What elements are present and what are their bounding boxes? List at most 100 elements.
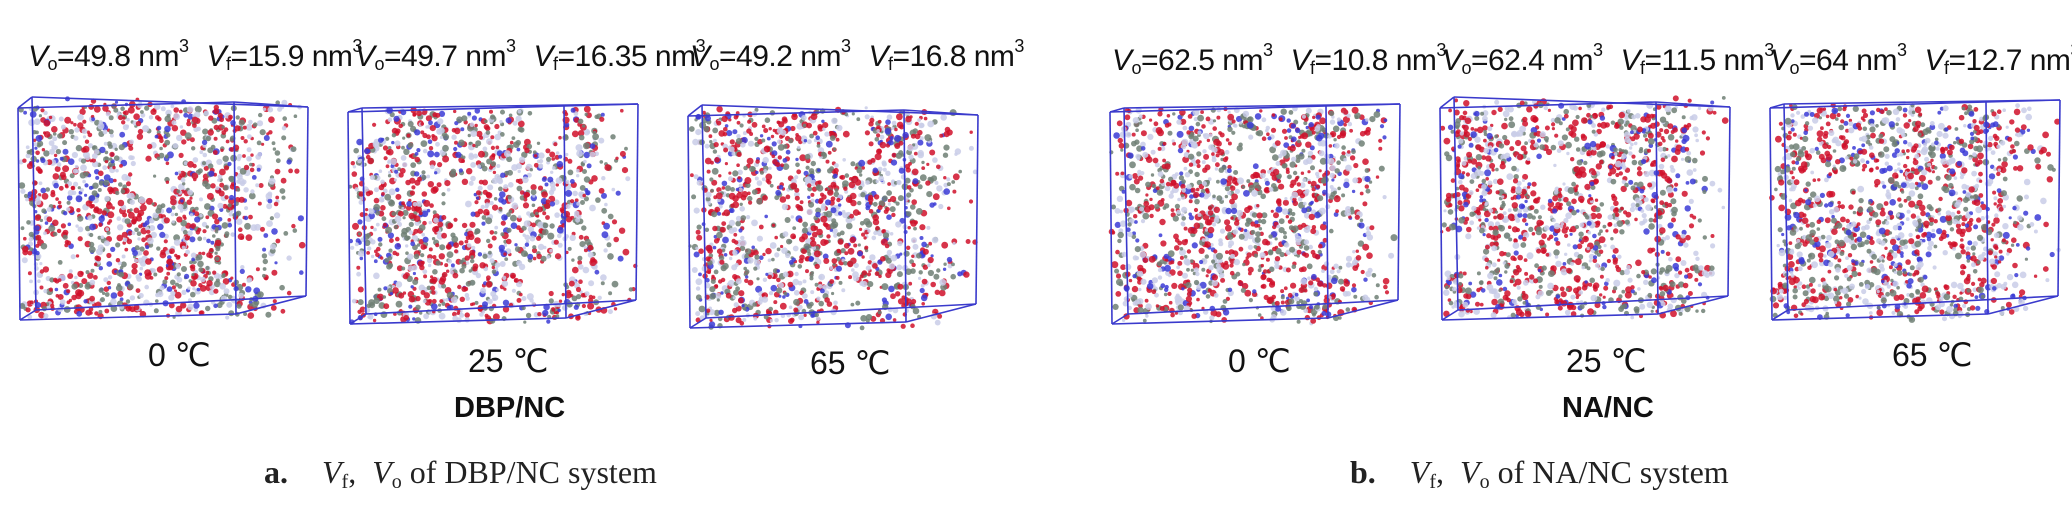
atom bbox=[248, 119, 253, 125]
atom bbox=[190, 280, 197, 287]
atom bbox=[802, 293, 808, 299]
atom bbox=[397, 210, 404, 217]
atom bbox=[128, 211, 135, 219]
atom bbox=[109, 157, 113, 161]
atom bbox=[776, 247, 781, 252]
atom bbox=[225, 139, 230, 144]
atom bbox=[263, 135, 270, 141]
atom bbox=[357, 250, 365, 257]
atom bbox=[129, 295, 136, 301]
atom bbox=[262, 247, 267, 252]
atom bbox=[811, 231, 818, 238]
atom bbox=[824, 297, 830, 303]
atom bbox=[206, 280, 213, 287]
atom bbox=[843, 242, 850, 249]
atom bbox=[202, 236, 207, 241]
box-edge bbox=[689, 321, 907, 329]
atom bbox=[809, 276, 814, 281]
atom bbox=[165, 133, 171, 138]
atom bbox=[356, 265, 361, 270]
atom bbox=[281, 125, 287, 131]
atom bbox=[273, 201, 279, 207]
atom bbox=[48, 140, 55, 146]
atom bbox=[832, 262, 836, 267]
atom bbox=[269, 243, 277, 250]
atom bbox=[176, 216, 183, 223]
atom bbox=[796, 169, 802, 175]
atom bbox=[589, 151, 596, 158]
atom bbox=[73, 181, 79, 187]
atom bbox=[43, 150, 50, 157]
atom bbox=[829, 266, 834, 270]
atom bbox=[842, 212, 849, 219]
atom bbox=[363, 215, 370, 222]
atom bbox=[274, 168, 281, 175]
molecular-box bbox=[347, 103, 639, 325]
atom bbox=[572, 266, 579, 274]
atom bbox=[196, 126, 201, 132]
atom bbox=[192, 163, 197, 169]
atom bbox=[129, 306, 136, 313]
atom bbox=[1368, 180, 1373, 184]
atom bbox=[1383, 284, 1388, 290]
atom bbox=[117, 199, 125, 207]
atom bbox=[202, 152, 208, 158]
atom bbox=[255, 183, 260, 188]
atom bbox=[764, 214, 768, 219]
atom bbox=[747, 195, 753, 202]
atom bbox=[486, 158, 493, 165]
atom bbox=[597, 295, 602, 300]
atom bbox=[714, 157, 720, 163]
atom bbox=[73, 135, 79, 141]
atom bbox=[802, 221, 808, 228]
atom bbox=[831, 117, 838, 124]
atom bbox=[401, 145, 405, 150]
atom bbox=[798, 258, 804, 264]
atom bbox=[772, 268, 779, 274]
atom bbox=[437, 162, 443, 168]
atom bbox=[712, 127, 719, 134]
atom bbox=[40, 108, 45, 113]
atom bbox=[865, 180, 870, 185]
box-edge bbox=[687, 104, 703, 117]
atom bbox=[881, 283, 889, 291]
atom bbox=[21, 257, 28, 264]
atom bbox=[802, 279, 807, 284]
atom bbox=[890, 254, 898, 262]
atom bbox=[727, 279, 735, 287]
atom bbox=[744, 278, 749, 283]
atom bbox=[746, 215, 751, 220]
atom bbox=[1129, 161, 1136, 169]
atom bbox=[731, 152, 736, 156]
atom bbox=[518, 263, 526, 271]
atom bbox=[117, 224, 124, 231]
atom bbox=[522, 176, 529, 184]
atom bbox=[917, 149, 924, 157]
atom bbox=[820, 288, 825, 294]
atom bbox=[1315, 171, 1320, 177]
atom bbox=[1287, 174, 1292, 180]
atom bbox=[712, 149, 718, 154]
atom bbox=[357, 299, 364, 306]
atom bbox=[583, 142, 590, 150]
atom bbox=[788, 318, 794, 324]
atom bbox=[708, 321, 716, 328]
atom bbox=[858, 159, 866, 167]
atom bbox=[458, 139, 465, 147]
atom bbox=[611, 219, 618, 225]
atom bbox=[76, 310, 83, 317]
atom bbox=[489, 200, 494, 206]
atom bbox=[844, 251, 849, 256]
atom bbox=[918, 270, 923, 275]
atom bbox=[184, 235, 190, 241]
atom bbox=[445, 298, 449, 302]
atom bbox=[421, 191, 428, 197]
atom bbox=[401, 206, 405, 211]
atom bbox=[546, 319, 551, 324]
atom bbox=[212, 213, 219, 220]
atom bbox=[759, 255, 764, 260]
atom bbox=[811, 245, 817, 251]
atom bbox=[707, 201, 711, 205]
atom bbox=[93, 105, 101, 113]
atom bbox=[776, 120, 781, 125]
